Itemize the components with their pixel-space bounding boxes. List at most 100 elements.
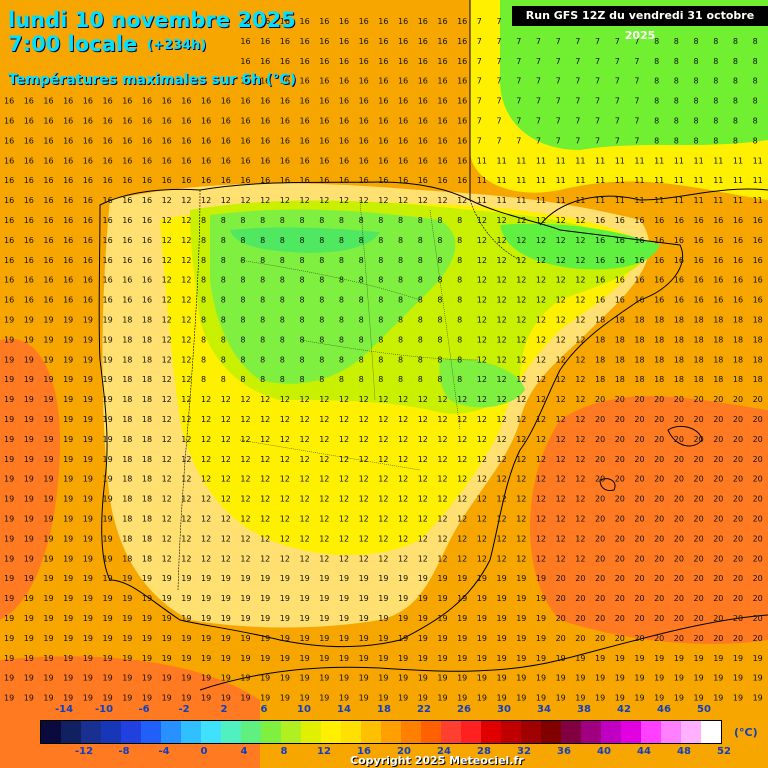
temperature-value: 16 [24,236,34,245]
temperature-value: 20 [654,614,664,623]
temperature-value: 16 [181,176,191,185]
temperature-value: 8 [300,216,305,225]
temperature-value: 20 [733,634,743,643]
temperature-value: 8 [260,296,265,305]
temperature-value: 16 [378,37,388,46]
color-scale-tick-label: 16 [357,746,371,757]
temperature-value: 20 [634,455,644,464]
forecast-time: 7:00 locale [8,32,138,56]
temperature-value: 19 [43,375,53,384]
temperature-value: 16 [300,17,310,26]
temperature-value: 20 [694,614,704,623]
temperature-value: 16 [260,176,270,185]
temperature-value: 7 [556,77,561,86]
temperature-value: 8 [260,316,265,325]
color-scale-step [101,721,121,743]
temperature-value: 12 [497,455,507,464]
temperature-value: 19 [142,634,152,643]
temperature-value: 18 [122,395,132,404]
temperature-value: 16 [240,97,250,106]
temperature-value: 20 [733,554,743,563]
temperature-value: 12 [457,554,467,563]
temperature-value: 8 [713,77,718,86]
temperature-value: 12 [575,296,585,305]
temperature-value: 12 [477,515,487,524]
temperature-value: 8 [201,256,206,265]
temperature-value: 12 [359,395,369,404]
temperature-value: 12 [516,495,526,504]
temperature-value: 16 [24,196,34,205]
temperature-value: 12 [575,455,585,464]
temperature-value: 16 [437,57,447,66]
temperature-value: 16 [418,117,428,126]
temperature-value: 12 [398,395,408,404]
temperature-value: 18 [753,316,763,325]
temperature-value: 11 [497,156,507,165]
temperature-value: 19 [24,614,34,623]
land-green-zone [210,209,456,384]
temperature-value: 16 [4,236,14,245]
temperature-value: 19 [43,316,53,325]
temperature-value: 8 [733,37,738,46]
temperature-value: 19 [674,674,684,683]
temperature-value: 19 [83,594,93,603]
temperature-value: 11 [615,196,625,205]
temperature-value: 12 [240,435,250,444]
temperature-value: 20 [694,455,704,464]
temperature-value: 19 [162,654,172,663]
temperature-value: 19 [615,674,625,683]
temperature-value: 16 [142,176,152,185]
temperature-value: 20 [595,534,605,543]
temperature-value: 20 [615,534,625,543]
temperature-value: 16 [83,296,93,305]
temperature-value: 20 [556,614,566,623]
temperature-value: 8 [280,216,285,225]
temperature-value: 19 [516,574,526,583]
temperature-value: 19 [240,634,250,643]
temperature-value: 19 [339,614,349,623]
temperature-value: 18 [122,455,132,464]
temperature-value: 19 [24,574,34,583]
temperature-value: 12 [516,236,526,245]
temperature-value: 16 [24,216,34,225]
temperature-value: 8 [437,335,442,344]
temperature-value: 19 [63,415,73,424]
temperature-value: 19 [674,654,684,663]
temperature-value: 11 [595,196,605,205]
color-scale-step [61,721,81,743]
temperature-value: 16 [83,196,93,205]
temperature-value: 7 [595,77,600,86]
temperature-value: 19 [280,654,290,663]
temperature-value: 12 [497,355,507,364]
temperature-value: 19 [398,674,408,683]
temperature-value: 8 [201,335,206,344]
temperature-value: 16 [142,236,152,245]
temperature-value: 19 [103,614,113,623]
temperature-value: 19 [122,674,132,683]
temperature-value: 20 [595,574,605,583]
temperature-value: 16 [83,117,93,126]
temperature-value: 19 [418,654,428,663]
temperature-value: 8 [221,316,226,325]
temperature-value: 20 [733,515,743,524]
temperature-value: 8 [339,335,344,344]
temperature-value: 19 [378,594,388,603]
temperature-value: 12 [437,515,447,524]
temperature-value: 8 [240,375,245,384]
temperature-value: 7 [516,97,521,106]
temperature-value: 18 [694,375,704,384]
temperature-value: 12 [398,515,408,524]
temperature-value: 16 [240,17,250,26]
temperature-value: 18 [694,355,704,364]
temperature-value: 8 [654,77,659,86]
temperature-value: 11 [595,176,605,185]
temperature-value: 12 [497,395,507,404]
temperature-value: 20 [733,455,743,464]
temperature-value: 20 [634,574,644,583]
temperature-value: 16 [63,117,73,126]
temperature-value: 12 [516,316,526,325]
temperature-value: 16 [615,296,625,305]
temperature-value: 19 [398,614,408,623]
temperature-value: 7 [516,136,521,145]
temperature-value: 20 [595,475,605,484]
